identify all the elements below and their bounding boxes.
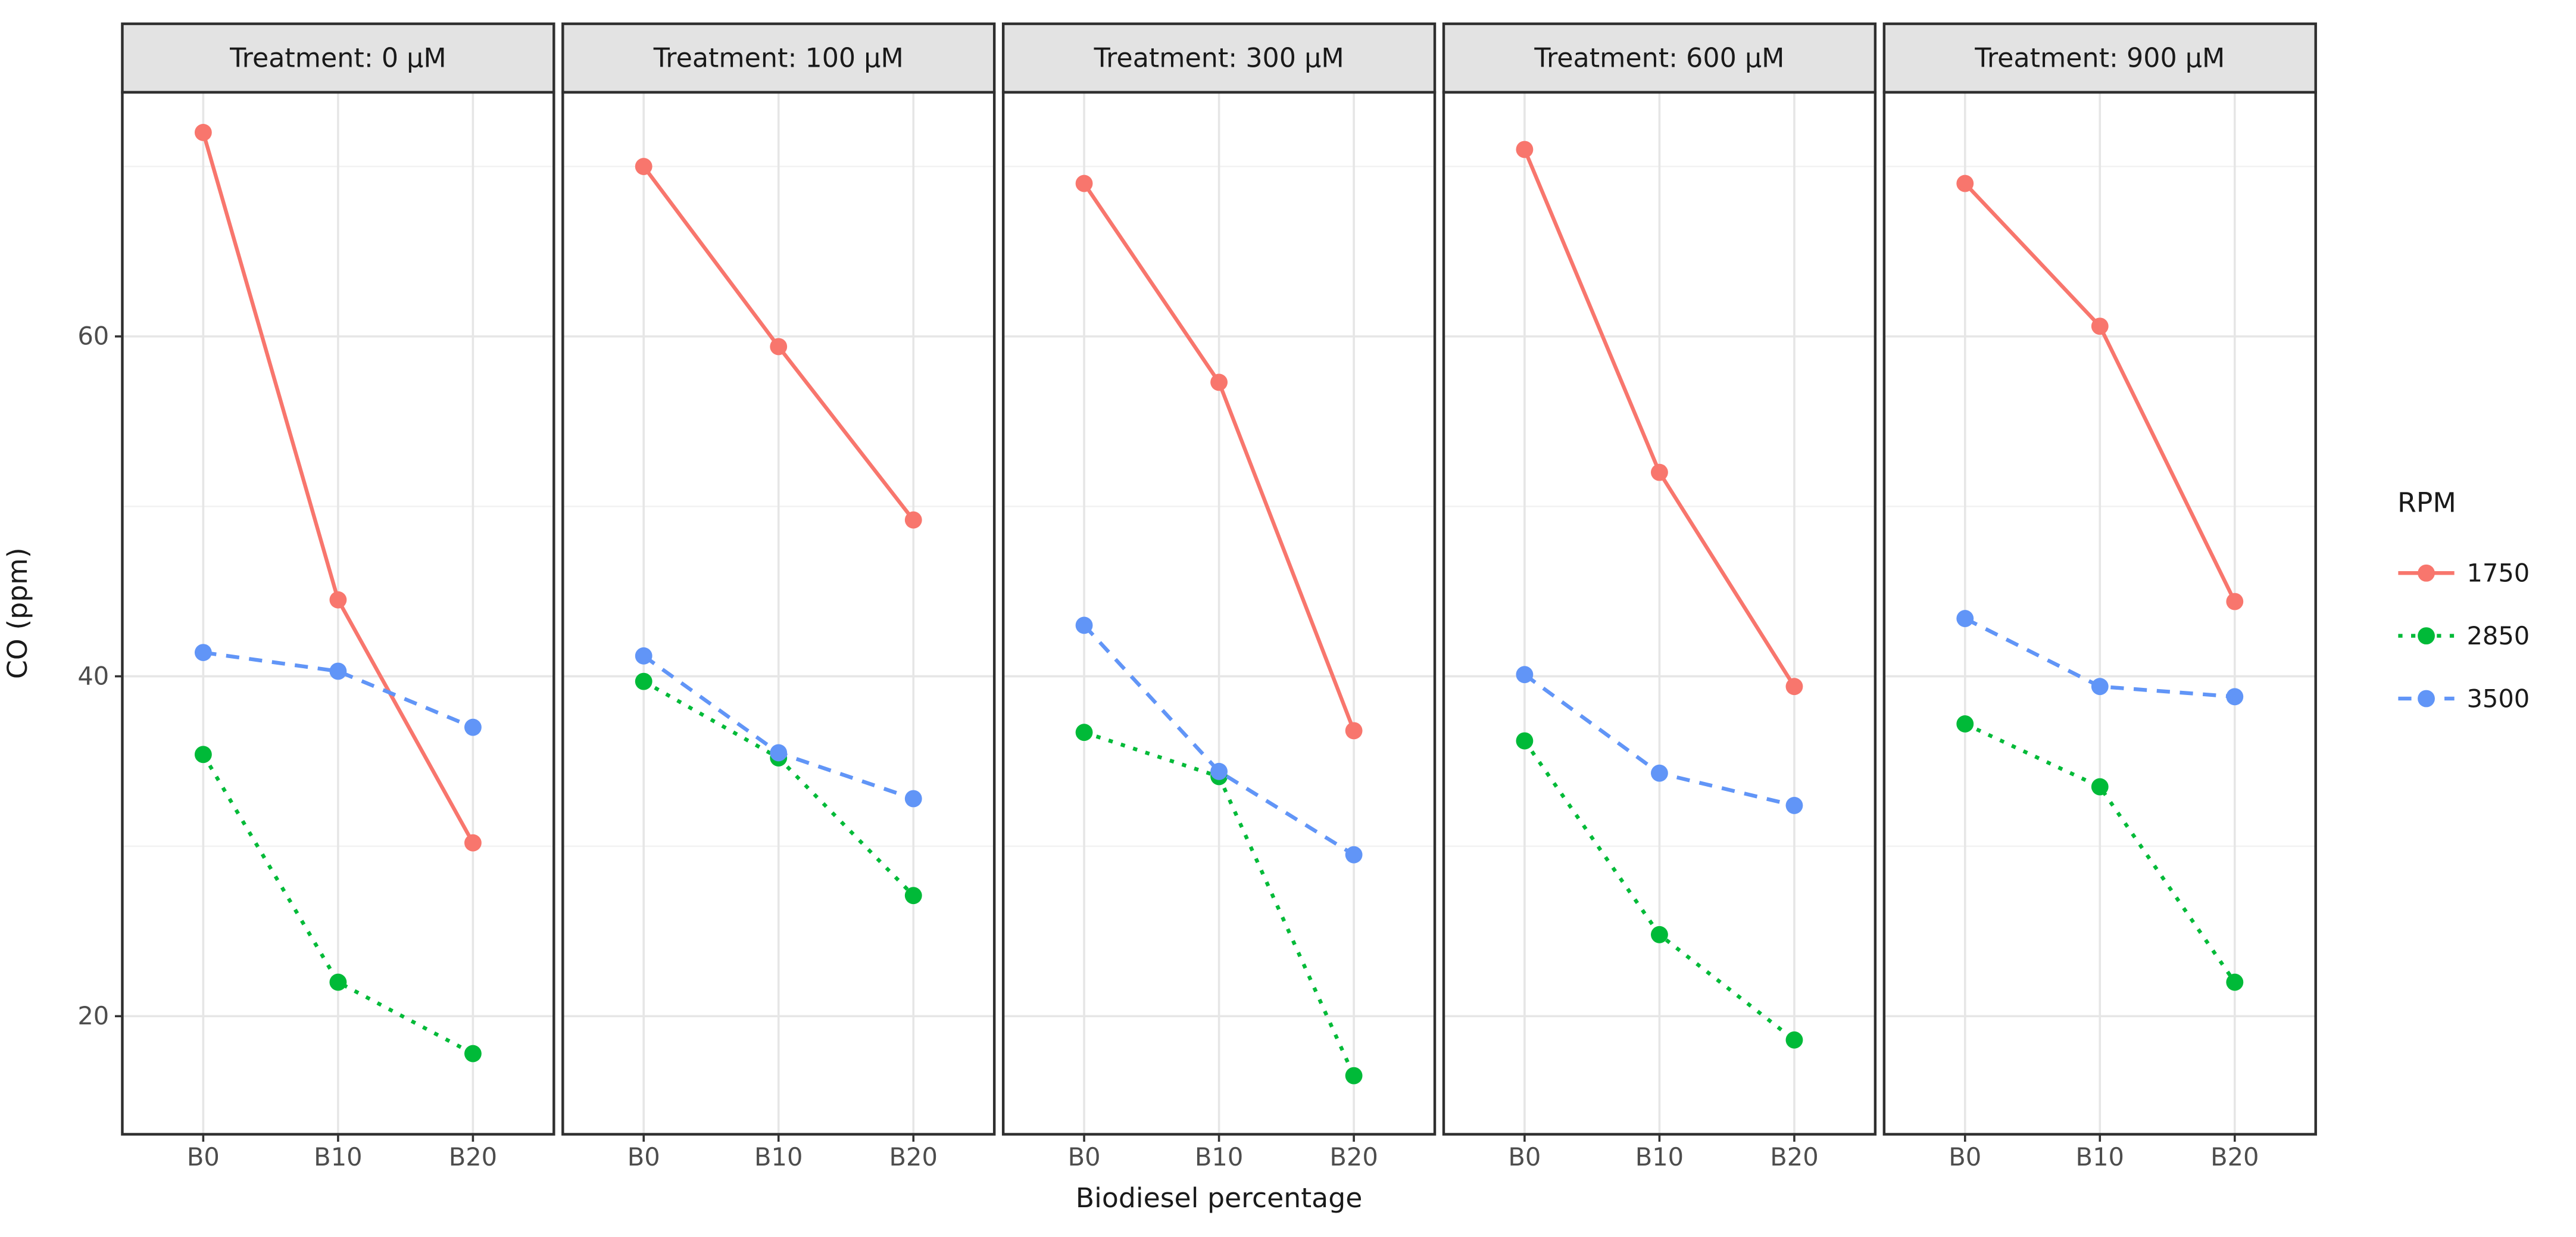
x-tick-label: B0 — [187, 1142, 220, 1171]
y-axis-title: CO (ppm) — [2, 547, 33, 679]
data-point-3500-B0 — [1516, 666, 1534, 684]
legend: RPM 1750 2850 3500 — [2397, 487, 2530, 713]
data-point-3500-B10 — [1651, 764, 1668, 782]
x-tick-label: B10 — [1195, 1142, 1243, 1171]
data-point-3500-B0 — [194, 644, 212, 662]
data-point-2850-B0 — [1075, 724, 1093, 741]
data-point-2850-B20 — [1785, 1031, 1803, 1049]
data-point-1750-B20 — [464, 834, 482, 852]
data-point-1750-B10 — [329, 591, 347, 609]
data-point-3500-B20 — [904, 790, 922, 808]
data-point-1750-B20 — [1785, 678, 1803, 696]
facet-title: Treatment: 600 µM — [1534, 43, 1784, 74]
facet-header — [1001, 22, 1437, 94]
x-tick-label: B10 — [754, 1142, 803, 1171]
y-tick-label: 40 — [77, 661, 109, 690]
data-point-1750-B10 — [1210, 373, 1228, 391]
data-point-1750-B20 — [904, 511, 922, 529]
data-point-2850-B20 — [904, 887, 922, 905]
x-tick-label: B20 — [2210, 1142, 2259, 1171]
data-point-2850-B10 — [329, 973, 347, 991]
facet-panel-0: Treatment: 0 µM B0 B10 B20 — [121, 22, 555, 1171]
legend-label: 3500 — [2466, 684, 2530, 713]
facet-header — [1442, 22, 1877, 94]
facet-header — [1882, 22, 2317, 94]
legend-item-2850: 2850 — [2398, 621, 2530, 650]
y-tick-label: 60 — [77, 322, 109, 351]
data-point-1750-B10 — [770, 338, 788, 356]
data-point-2850-B0 — [1956, 715, 1974, 733]
facet-panel-4: Treatment: 900 µM B0 B10 B20 — [1882, 22, 2317, 1171]
data-point-2850-B20 — [464, 1045, 482, 1062]
legend-key-point — [2418, 564, 2435, 582]
facet-panel-1: Treatment: 100 µM B0 B10 B20 — [561, 22, 996, 1171]
data-point-1750-B0 — [194, 124, 212, 141]
data-point-1750-B0 — [1516, 141, 1534, 158]
facet-title: Treatment: 900 µM — [1974, 43, 2225, 74]
data-point-1750-B0 — [635, 158, 652, 175]
x-tick-label: B0 — [1949, 1142, 1981, 1171]
series-line-3500 — [202, 650, 474, 730]
legend-label: 2850 — [2466, 621, 2530, 650]
data-point-2850-B0 — [1516, 732, 1534, 750]
legend-item-1750: 1750 — [2398, 559, 2530, 588]
x-tick-label: B0 — [1508, 1142, 1541, 1171]
y-tick-label: 20 — [77, 1001, 109, 1030]
x-tick-label: B20 — [1329, 1142, 1378, 1171]
data-point-3500-B0 — [1075, 616, 1093, 634]
x-tick-label: B0 — [627, 1142, 660, 1171]
legend-label: 1750 — [2466, 559, 2530, 588]
data-point-3500-B10 — [1210, 762, 1228, 780]
data-point-3500-B20 — [464, 718, 482, 736]
data-point-2850-B0 — [635, 672, 652, 690]
facet-title: Treatment: 100 µM — [653, 43, 904, 74]
data-point-2850-B20 — [2226, 973, 2244, 991]
data-point-3500-B20 — [1785, 796, 1803, 814]
legend-title: RPM — [2397, 487, 2456, 519]
legend-key-point — [2418, 627, 2435, 645]
data-point-1750-B0 — [1956, 175, 1974, 192]
data-point-3500-B0 — [1956, 610, 1974, 627]
x-tick-label: B0 — [1068, 1142, 1101, 1171]
data-point-1750-B20 — [2226, 593, 2244, 610]
data-point-1750-B10 — [1651, 463, 1668, 481]
data-point-1750-B20 — [1345, 722, 1363, 740]
facet-title: Treatment: 300 µM — [1094, 43, 1344, 74]
legend-item-3500: 3500 — [2398, 684, 2530, 713]
data-point-3500-B20 — [2226, 688, 2244, 706]
data-point-1750-B10 — [2091, 317, 2109, 335]
data-point-3500-B10 — [2091, 678, 2109, 696]
data-point-1750-B0 — [1075, 175, 1093, 192]
x-tick-label: B20 — [889, 1142, 938, 1171]
x-tick-label: B20 — [1770, 1142, 1818, 1171]
x-axis-title: Biodiesel percentage — [1076, 1182, 1363, 1214]
x-tick-label: B10 — [2076, 1142, 2124, 1171]
data-point-2850-B10 — [1651, 926, 1668, 943]
data-point-3500-B0 — [635, 647, 652, 665]
data-point-3500-B10 — [329, 662, 347, 680]
data-point-3500-B20 — [1345, 846, 1363, 864]
facet-panel-3: Treatment: 600 µM B0 B10 B20 — [1442, 22, 1877, 1171]
x-tick-label: B10 — [314, 1142, 362, 1171]
data-point-2850-B0 — [194, 746, 212, 764]
series-line-3500 — [1082, 624, 1355, 856]
legend-key-point — [2418, 690, 2435, 708]
data-point-2850-B20 — [1345, 1067, 1363, 1085]
facet-title: Treatment: 0 µM — [229, 43, 446, 74]
data-point-3500-B10 — [770, 744, 788, 762]
data-point-2850-B10 — [2091, 778, 2109, 796]
x-tick-label: B20 — [449, 1142, 497, 1171]
x-tick-label: B10 — [1635, 1142, 1684, 1171]
facet-header — [121, 22, 555, 94]
facet-panel-2: Treatment: 300 µM B0 B10 B20 — [1001, 22, 1437, 1171]
